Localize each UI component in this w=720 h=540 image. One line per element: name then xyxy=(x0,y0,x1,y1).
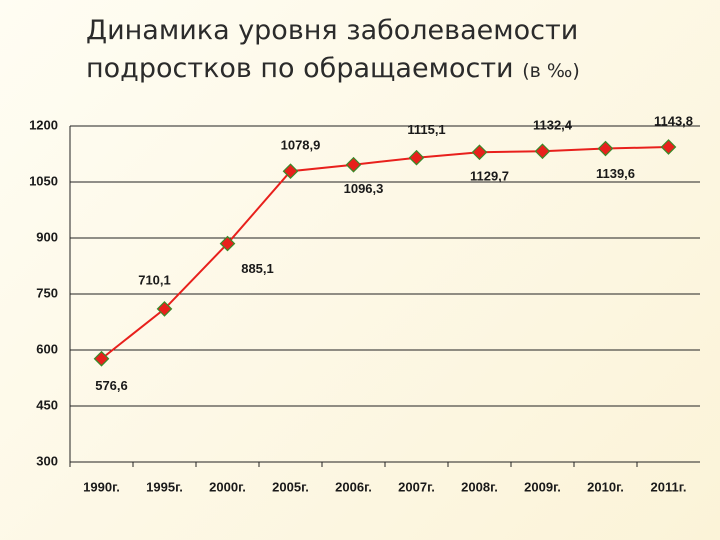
x-tick-label: 2009г. xyxy=(524,479,561,494)
y-tick-label: 600 xyxy=(36,341,58,356)
marker xyxy=(282,163,299,180)
y-tick-label: 750 xyxy=(36,285,58,300)
data-label: 1139,6 xyxy=(596,166,635,181)
marker xyxy=(534,143,551,160)
data-label: 1129,7 xyxy=(470,169,509,184)
data-line xyxy=(100,145,669,360)
y-tick-label: 1050 xyxy=(29,173,58,188)
marker xyxy=(219,235,236,252)
data-label: 576,6 xyxy=(95,378,128,393)
title-suffix: (в ‰) xyxy=(522,60,580,82)
marker xyxy=(345,156,362,173)
x-tick-label: 2010г. xyxy=(587,479,624,494)
chart-title: Динамика уровня заболеваемости подростко… xyxy=(86,15,579,84)
x-tick-label: 2011г. xyxy=(651,479,687,494)
x-tick-label: 1995г. xyxy=(146,479,183,494)
marker xyxy=(156,301,173,317)
marker xyxy=(471,144,488,161)
x-tick-label: 2005г. xyxy=(272,479,309,494)
data-label: 1143,8 xyxy=(654,113,693,128)
data-label: 1096,3 xyxy=(344,181,384,196)
y-tick-label: 300 xyxy=(36,453,58,468)
data-label: 885,1 xyxy=(241,261,274,276)
x-tick-label: 2007г. xyxy=(398,479,435,494)
marker xyxy=(93,350,110,367)
chart-title-block: Динамика уровня заболеваемости подростко… xyxy=(86,12,666,90)
marker xyxy=(597,140,614,157)
y-tick-label: 1200 xyxy=(29,117,58,132)
x-tick-label: 2008г. xyxy=(461,479,498,494)
x-tick-label: 1990г. xyxy=(83,479,120,494)
data-label: 710,1 xyxy=(138,272,171,287)
x-tick-label: 2000г. xyxy=(209,479,246,494)
x-tick-label: 2006г. xyxy=(335,479,372,494)
data-label: 1132,4 xyxy=(533,118,573,133)
y-tick-label: 900 xyxy=(36,229,58,244)
marker xyxy=(408,149,425,166)
marker xyxy=(660,139,677,155)
y-tick-label: 450 xyxy=(36,397,58,412)
data-label: 1078,9 xyxy=(281,138,321,153)
data-label: 1115,1 xyxy=(407,122,445,137)
